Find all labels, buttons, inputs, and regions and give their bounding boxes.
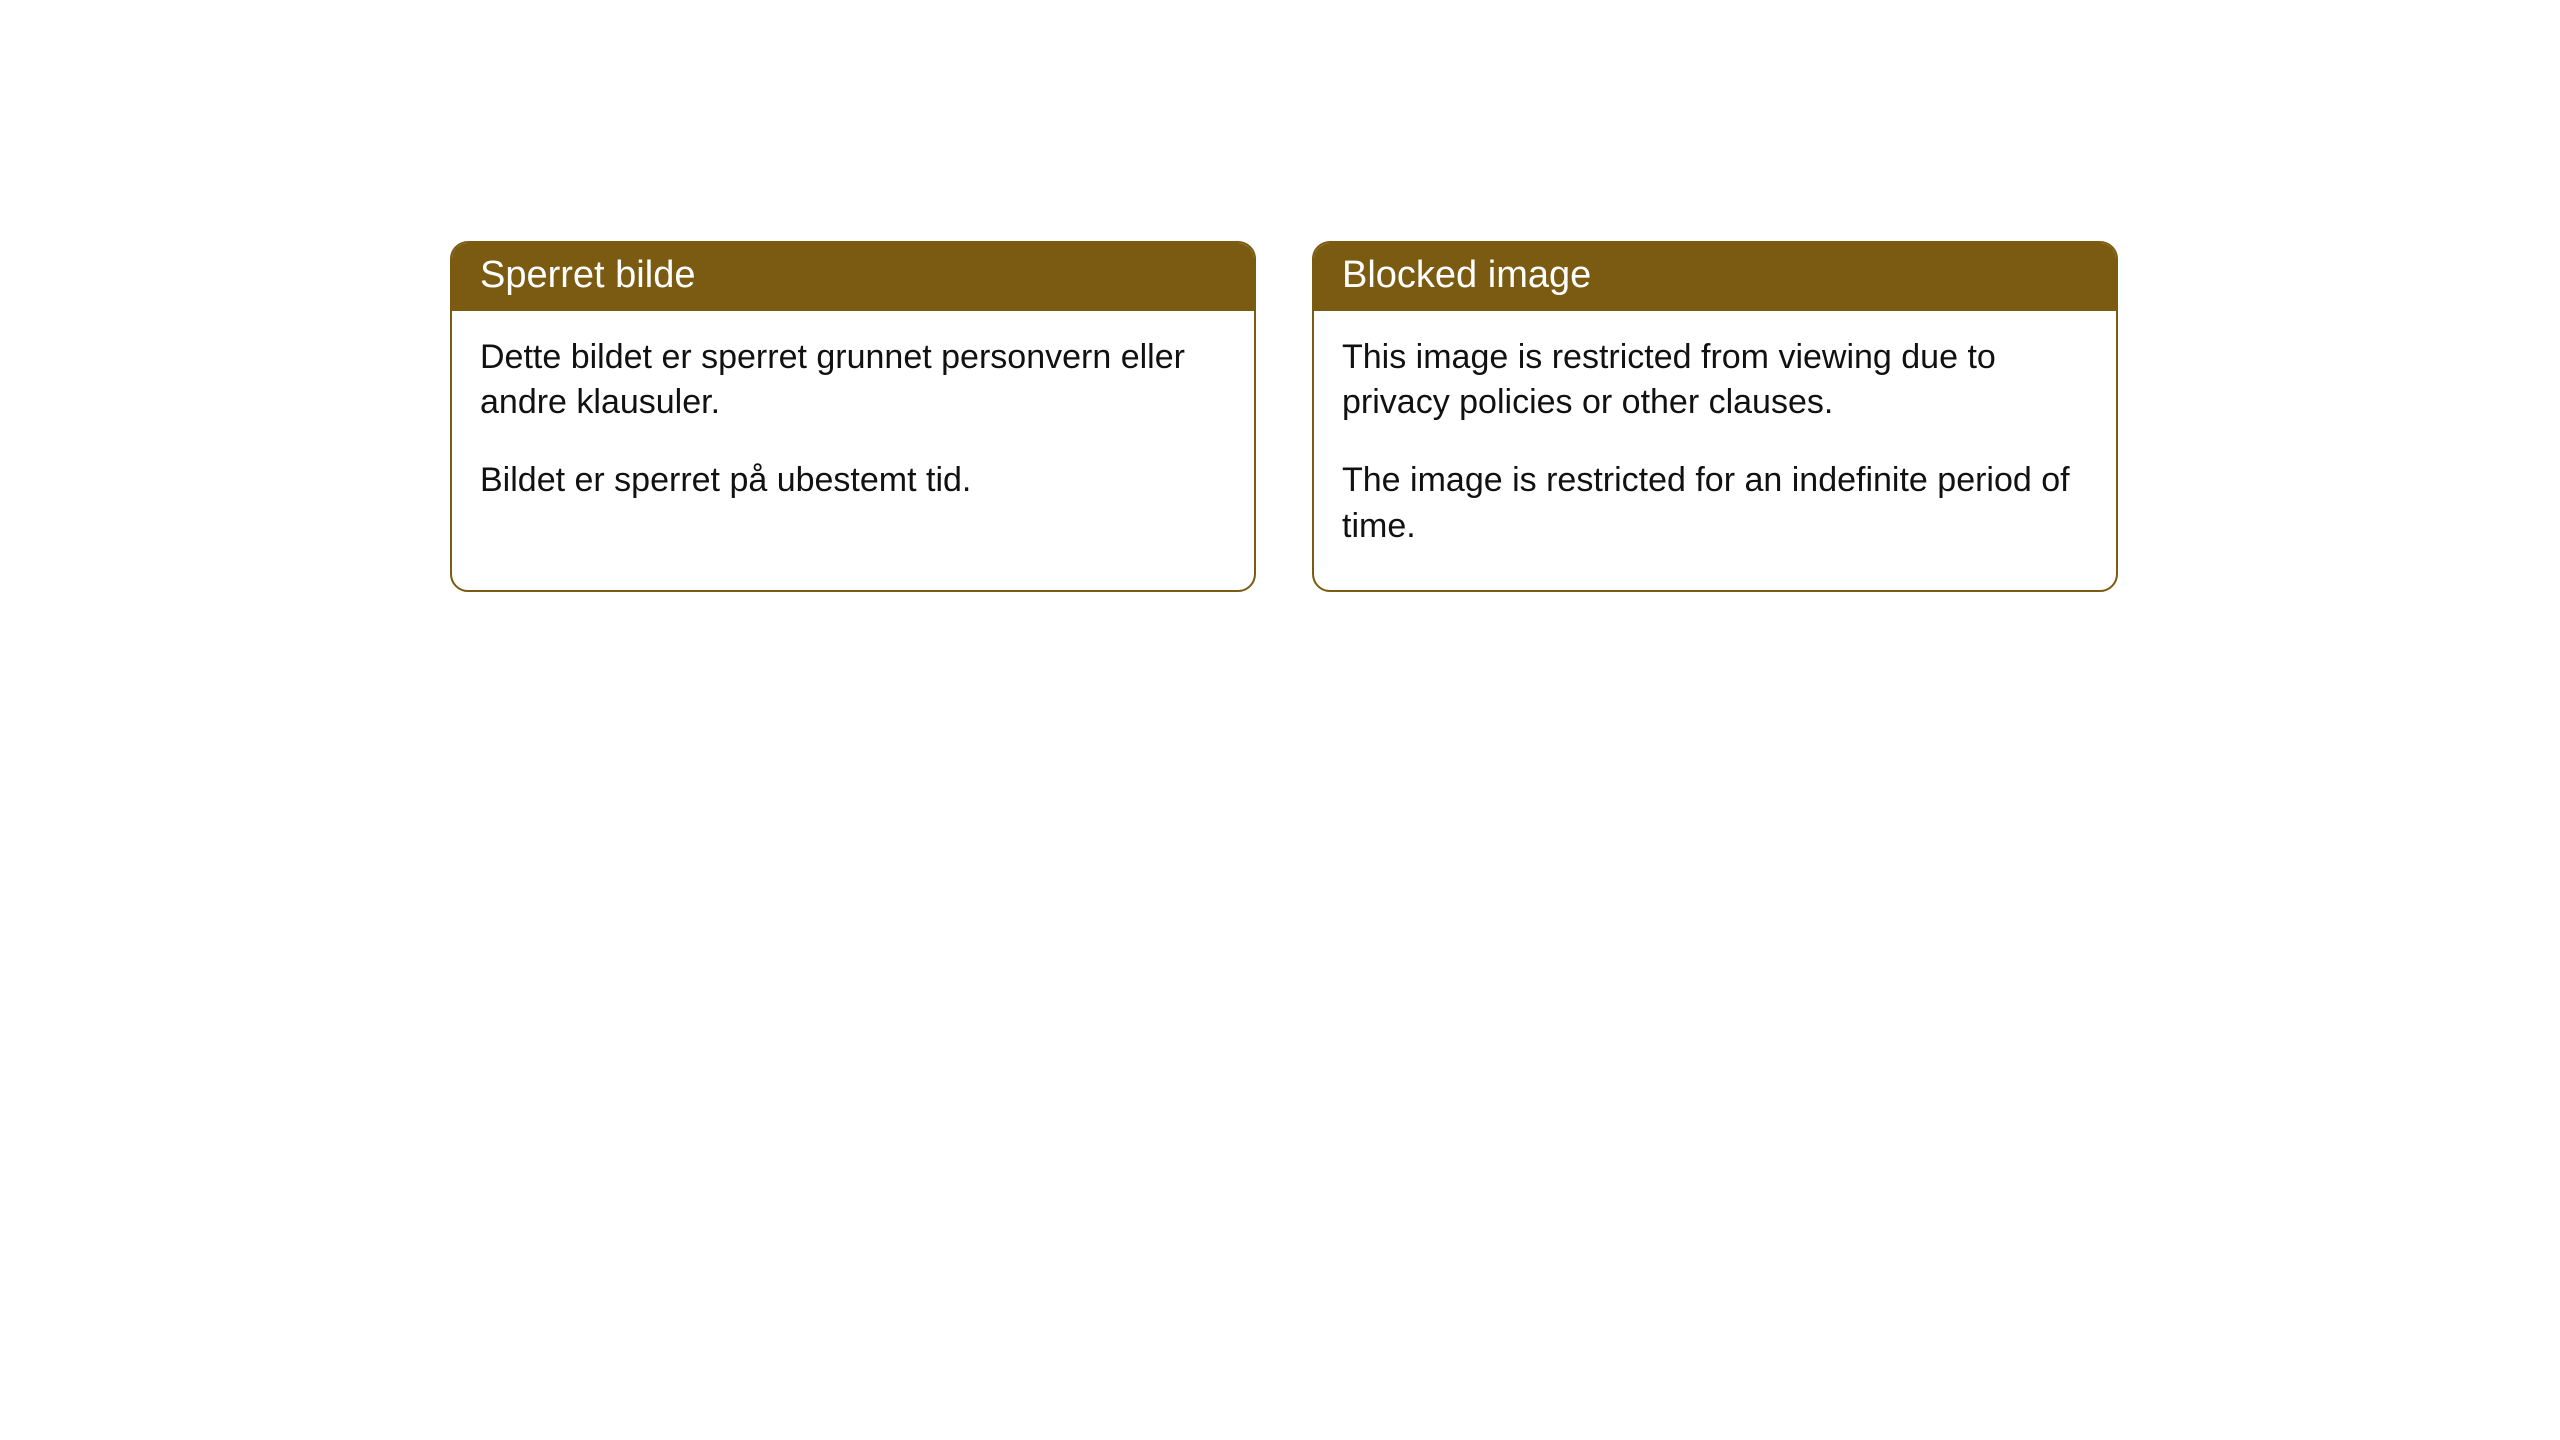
- card-body-no: Dette bildet er sperret grunnet personve…: [452, 311, 1254, 545]
- card-paragraph-1-en: This image is restricted from viewing du…: [1342, 335, 2088, 427]
- blocked-image-card-no: Sperret bilde Dette bildet er sperret gr…: [450, 241, 1256, 592]
- blocked-image-card-en: Blocked image This image is restricted f…: [1312, 241, 2118, 592]
- card-paragraph-2-en: The image is restricted for an indefinit…: [1342, 458, 2088, 550]
- card-paragraph-1-no: Dette bildet er sperret grunnet personve…: [480, 335, 1226, 427]
- card-body-en: This image is restricted from viewing du…: [1314, 311, 2116, 591]
- card-header-no: Sperret bilde: [452, 243, 1254, 311]
- cards-container: Sperret bilde Dette bildet er sperret gr…: [450, 241, 2118, 592]
- card-header-en: Blocked image: [1314, 243, 2116, 311]
- card-paragraph-2-no: Bildet er sperret på ubestemt tid.: [480, 458, 1226, 504]
